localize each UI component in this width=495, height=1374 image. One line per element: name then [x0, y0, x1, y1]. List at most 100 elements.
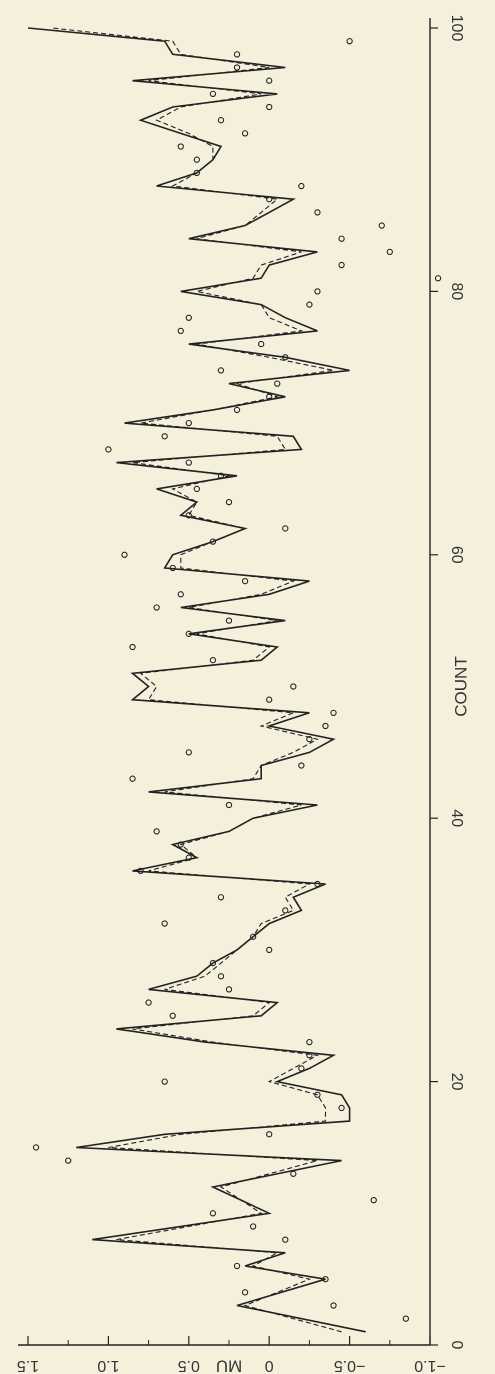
- data-point: [298, 182, 305, 190]
- data-point: [217, 894, 225, 901]
- data-point: [217, 472, 225, 479]
- data-point: [266, 196, 273, 203]
- data-point: [282, 525, 289, 532]
- data-point: [322, 1276, 329, 1283]
- labels-layer: 0 20 40 60 80 100 −1.0 −0.5 0 0.5 1.0 1.5 COUNT MU: [17, 15, 471, 1374]
- data-point: [209, 538, 217, 545]
- data-point: [258, 340, 265, 348]
- data-point: [314, 880, 321, 888]
- mu-tick-label: 0.5: [178, 1357, 200, 1374]
- data-point: [298, 762, 305, 769]
- data-point: [177, 841, 184, 848]
- data-point: [241, 577, 249, 585]
- data-point: [121, 551, 128, 558]
- count-axis-label: COUNT: [451, 656, 470, 716]
- data-point: [370, 1196, 377, 1204]
- data-point: [177, 327, 184, 335]
- count-tick-label: 100: [448, 15, 465, 42]
- data-point: [185, 630, 192, 637]
- data-point: [266, 393, 273, 400]
- data-point: [193, 485, 200, 493]
- data-point: [129, 643, 136, 651]
- count-tick-label: 80: [448, 283, 465, 301]
- mu-tick-label: 0: [265, 1357, 274, 1374]
- data-point: [249, 1223, 257, 1230]
- data-point: [177, 143, 184, 150]
- data-point: [306, 1052, 313, 1059]
- data-point: [169, 564, 176, 572]
- data-point: [169, 1012, 176, 1019]
- data-point: [314, 209, 321, 216]
- mu-tick-label: −1.0: [414, 1357, 446, 1374]
- data-point: [266, 77, 273, 84]
- data-point: [225, 498, 233, 506]
- data-point: [233, 51, 241, 58]
- data-point: [153, 828, 160, 835]
- data-point: [378, 222, 385, 229]
- data-point: [298, 1065, 305, 1072]
- data-point: [241, 1289, 249, 1296]
- data-point: [338, 1104, 345, 1112]
- count-tick-label: 0: [448, 1341, 465, 1350]
- mu-tick-label: 1.0: [97, 1357, 119, 1374]
- data-point: [193, 156, 200, 163]
- data-point: [314, 288, 321, 295]
- data-point: [185, 459, 192, 466]
- data-point: [290, 683, 297, 690]
- data-point: [306, 301, 313, 308]
- mu-tick-label: 1.5: [17, 1357, 39, 1374]
- data-point: [105, 446, 112, 453]
- data-point: [209, 959, 217, 967]
- data-point: [346, 38, 353, 45]
- data-point: [249, 933, 257, 940]
- data-point: [241, 130, 249, 137]
- data-point: [274, 380, 281, 387]
- axes: [18, 18, 438, 1346]
- solid-series-line: [27, 27, 366, 1333]
- data-point: [282, 1236, 289, 1243]
- data-point: [161, 433, 168, 440]
- data-point: [193, 169, 200, 177]
- data-point: [209, 90, 217, 97]
- data-point: [306, 736, 313, 743]
- data-point: [153, 604, 160, 611]
- data-point: [129, 775, 136, 782]
- data-point: [225, 617, 233, 624]
- count-tick-label: 20: [448, 1073, 465, 1091]
- data-point: [282, 354, 289, 361]
- data-point: [233, 64, 241, 71]
- data-point: [386, 248, 393, 256]
- data-point: [322, 722, 329, 730]
- data-point: [209, 657, 217, 664]
- data-point: [225, 801, 233, 809]
- data-point: [185, 314, 192, 321]
- data-point: [402, 1315, 410, 1322]
- mu-axis-label: MU: [216, 1357, 242, 1374]
- data-point: [266, 696, 273, 703]
- data-point: [137, 867, 144, 875]
- data-point: [306, 1038, 313, 1046]
- data-point: [185, 749, 192, 756]
- data-point: [185, 854, 192, 861]
- series-layer: [27, 27, 442, 1333]
- data-point: [32, 1144, 40, 1151]
- data-point: [338, 261, 345, 269]
- mu-tick-label: −0.5: [334, 1357, 366, 1374]
- data-point: [330, 1302, 337, 1309]
- data-point: [282, 907, 289, 914]
- data-point: [266, 1131, 273, 1138]
- data-point: [185, 419, 192, 427]
- data-point: [233, 406, 241, 414]
- data-point: [338, 235, 345, 242]
- data-point: [209, 1210, 217, 1217]
- data-point: [217, 117, 225, 124]
- data-point: [161, 920, 168, 927]
- data-point: [266, 103, 273, 111]
- data-point: [65, 1157, 72, 1164]
- data-point: [290, 1170, 297, 1177]
- data-point: [330, 709, 337, 716]
- data-point: [185, 512, 192, 519]
- data-point: [434, 275, 442, 282]
